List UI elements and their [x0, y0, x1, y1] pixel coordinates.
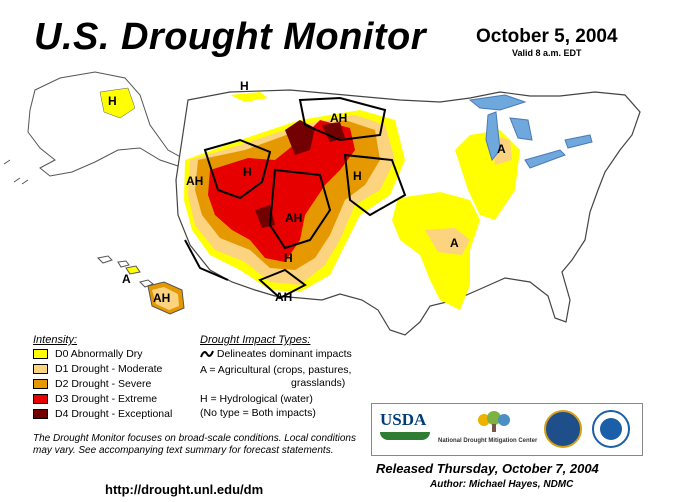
- usda-logo-swoosh: [380, 432, 430, 440]
- map-date: October 5, 2004: [476, 26, 618, 47]
- legend-swatch: [33, 394, 48, 404]
- legend-item-d4: D4 Drought - Exceptional: [33, 408, 172, 420]
- impact-labels: H H AH A H AH H AH H A H AH A AH: [108, 79, 506, 305]
- impact-agricultural: A = Agricultural (crops, pastures,: [200, 364, 352, 376]
- map-label: H: [243, 165, 252, 179]
- map-label: H: [240, 79, 249, 93]
- legend-swatch: [33, 379, 48, 389]
- map-label: H: [108, 94, 117, 108]
- legend-item-d3: D3 Drought - Extreme: [33, 393, 157, 405]
- author-credit: Author: Michael Hayes, NDMC: [430, 479, 574, 490]
- delineate-line-icon: [200, 350, 214, 358]
- noaa-logo-icon: [592, 410, 630, 448]
- map-label: A: [497, 142, 506, 156]
- legend-item-d0: D0 Abnormally Dry: [33, 348, 143, 360]
- impact-types-title: Drought Impact Types:: [200, 334, 311, 346]
- impact-hydrological: H = Hydrological (water): [200, 393, 313, 405]
- legend-swatch: [33, 409, 48, 419]
- map-label: H: [353, 169, 362, 183]
- legend-item-d2: D2 Drought - Severe: [33, 378, 151, 390]
- website-link[interactable]: http://drought.unl.edu/dm: [105, 482, 264, 497]
- ndmc-tree-icon: [476, 410, 512, 437]
- legend-item-d1: D1 Drought - Moderate: [33, 363, 162, 375]
- usda-logo: USDA: [380, 410, 427, 429]
- legend-swatch: [33, 364, 48, 374]
- map-label: AH: [186, 174, 203, 188]
- map-label: A: [450, 236, 459, 250]
- page-title: U.S. Drought Monitor: [34, 16, 427, 58]
- hawaii-region: [96, 255, 185, 315]
- ndmc-logo-text: National Drought Mitigation Center: [438, 438, 538, 444]
- drought-map: H H AH A H AH H AH H A H AH A AH: [3, 71, 641, 336]
- partner-logos: USDA National Drought Mitigation Center: [371, 403, 643, 456]
- legend-swatch: [33, 349, 48, 359]
- map-label: A: [122, 272, 131, 286]
- commerce-seal-icon: [544, 410, 582, 448]
- valid-time: Valid 8 a.m. EDT: [512, 48, 582, 58]
- alaska-region: [3, 71, 196, 185]
- map-label: H: [284, 251, 293, 265]
- map-label: AH: [275, 290, 292, 304]
- release-date: Released Thursday, October 7, 2004: [376, 461, 599, 476]
- impact-delineates: Delineates dominant impacts: [200, 348, 352, 361]
- disclaimer-note: The Drought Monitor focuses on broad-sca…: [33, 433, 356, 456]
- impact-agricultural-cont: grasslands): [291, 377, 346, 389]
- conus-region: [175, 89, 641, 336]
- intensity-legend-title: Intensity:: [33, 334, 78, 346]
- map-label: AH: [285, 211, 302, 225]
- map-label: AH: [153, 291, 170, 305]
- map-label: AH: [330, 111, 347, 125]
- impact-both: (No type = Both impacts): [200, 407, 316, 419]
